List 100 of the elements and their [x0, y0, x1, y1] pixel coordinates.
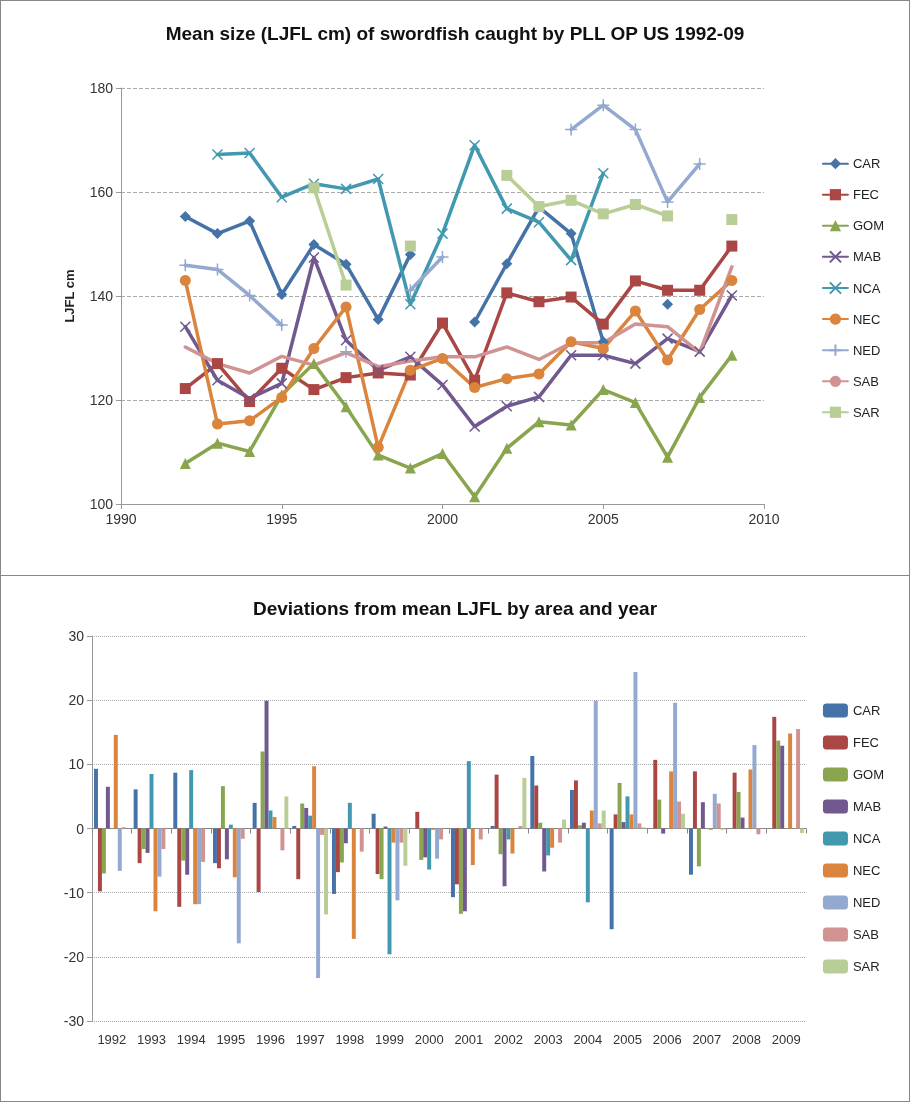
bar — [466, 761, 471, 829]
bar — [312, 766, 317, 829]
point — [436, 227, 449, 240]
point — [437, 352, 448, 364]
point — [597, 343, 609, 355]
point — [660, 195, 675, 209]
point — [501, 287, 513, 299]
point — [629, 275, 641, 287]
point — [533, 391, 545, 403]
point — [340, 258, 352, 270]
bar — [569, 790, 574, 829]
point — [628, 122, 643, 137]
bar — [379, 828, 384, 880]
bar — [538, 822, 543, 829]
bar — [308, 815, 313, 829]
bar — [427, 828, 432, 870]
point — [243, 147, 256, 159]
bar — [161, 828, 166, 850]
point — [501, 258, 513, 270]
point — [597, 318, 609, 330]
point — [694, 284, 706, 296]
point — [340, 334, 352, 346]
bar — [252, 802, 257, 829]
bar — [157, 828, 162, 877]
point — [662, 451, 674, 463]
x-tick-label: 2010 — [748, 511, 780, 527]
point — [533, 296, 545, 308]
bar — [581, 822, 586, 829]
bar — [637, 823, 642, 829]
bar — [740, 817, 745, 829]
point — [211, 148, 224, 161]
point — [501, 169, 513, 181]
y-tick-label: -20 — [63, 948, 85, 965]
bar — [339, 828, 344, 863]
x-tick-label: 2007 — [692, 1032, 722, 1047]
chart-title: Deviations from mean LJFL by area and year — [252, 598, 658, 619]
x-tick-label: 2008 — [732, 1032, 761, 1047]
point — [565, 194, 577, 206]
bar — [696, 828, 701, 867]
x-tick-label: 1995 — [216, 1032, 246, 1047]
point — [629, 397, 641, 409]
bar — [399, 828, 404, 843]
point — [179, 457, 191, 469]
x-tick-label: 1997 — [295, 1032, 325, 1047]
point — [211, 374, 224, 386]
bar — [117, 828, 122, 871]
x-tick-label: 2004 — [573, 1032, 603, 1047]
point — [340, 279, 352, 291]
x-tick-label: 1995 — [266, 511, 298, 527]
bar — [462, 828, 467, 912]
bar — [788, 733, 793, 829]
point — [308, 384, 320, 396]
y-tick-label: 30 — [68, 628, 85, 644]
bar — [522, 777, 527, 829]
point — [629, 305, 641, 317]
x-tick-label: 2005 — [613, 1032, 642, 1047]
bar — [320, 828, 325, 835]
y-tick-label: 10 — [68, 756, 85, 773]
point — [468, 139, 481, 151]
bar — [240, 828, 245, 839]
bar — [359, 828, 364, 852]
bar — [232, 828, 237, 878]
bar — [105, 786, 110, 829]
bar — [347, 802, 352, 829]
bar — [260, 751, 265, 829]
point — [244, 415, 256, 427]
x-tick-label: 2000 — [414, 1032, 444, 1047]
point — [308, 343, 320, 355]
bar — [371, 813, 376, 829]
bar — [423, 828, 428, 858]
bar — [220, 786, 225, 829]
point — [210, 262, 225, 277]
bar — [677, 801, 682, 829]
point — [597, 208, 609, 220]
bar — [177, 828, 182, 907]
legend-label: NCA — [852, 280, 881, 296]
point — [276, 288, 288, 300]
point — [565, 254, 577, 266]
point — [437, 317, 448, 329]
bar — [748, 769, 753, 829]
point — [404, 364, 416, 376]
bar — [403, 828, 408, 866]
chart-title: Mean size (LJFL cm) of swordfish caught by PLL OP US 1992-09 — [165, 23, 745, 44]
point — [340, 183, 352, 195]
bar — [228, 824, 233, 829]
bar — [780, 745, 785, 829]
bar — [391, 828, 396, 843]
point — [693, 345, 706, 358]
bar — [343, 828, 348, 844]
bar — [300, 803, 305, 829]
point — [372, 173, 384, 185]
y-tick-label: 160 — [89, 184, 114, 200]
bar — [657, 799, 662, 829]
point — [726, 289, 738, 302]
x-tick-label: 2009 — [771, 1032, 801, 1047]
point — [404, 298, 417, 311]
point — [340, 401, 352, 413]
bar — [335, 828, 340, 873]
point — [662, 284, 674, 296]
point — [308, 182, 320, 194]
